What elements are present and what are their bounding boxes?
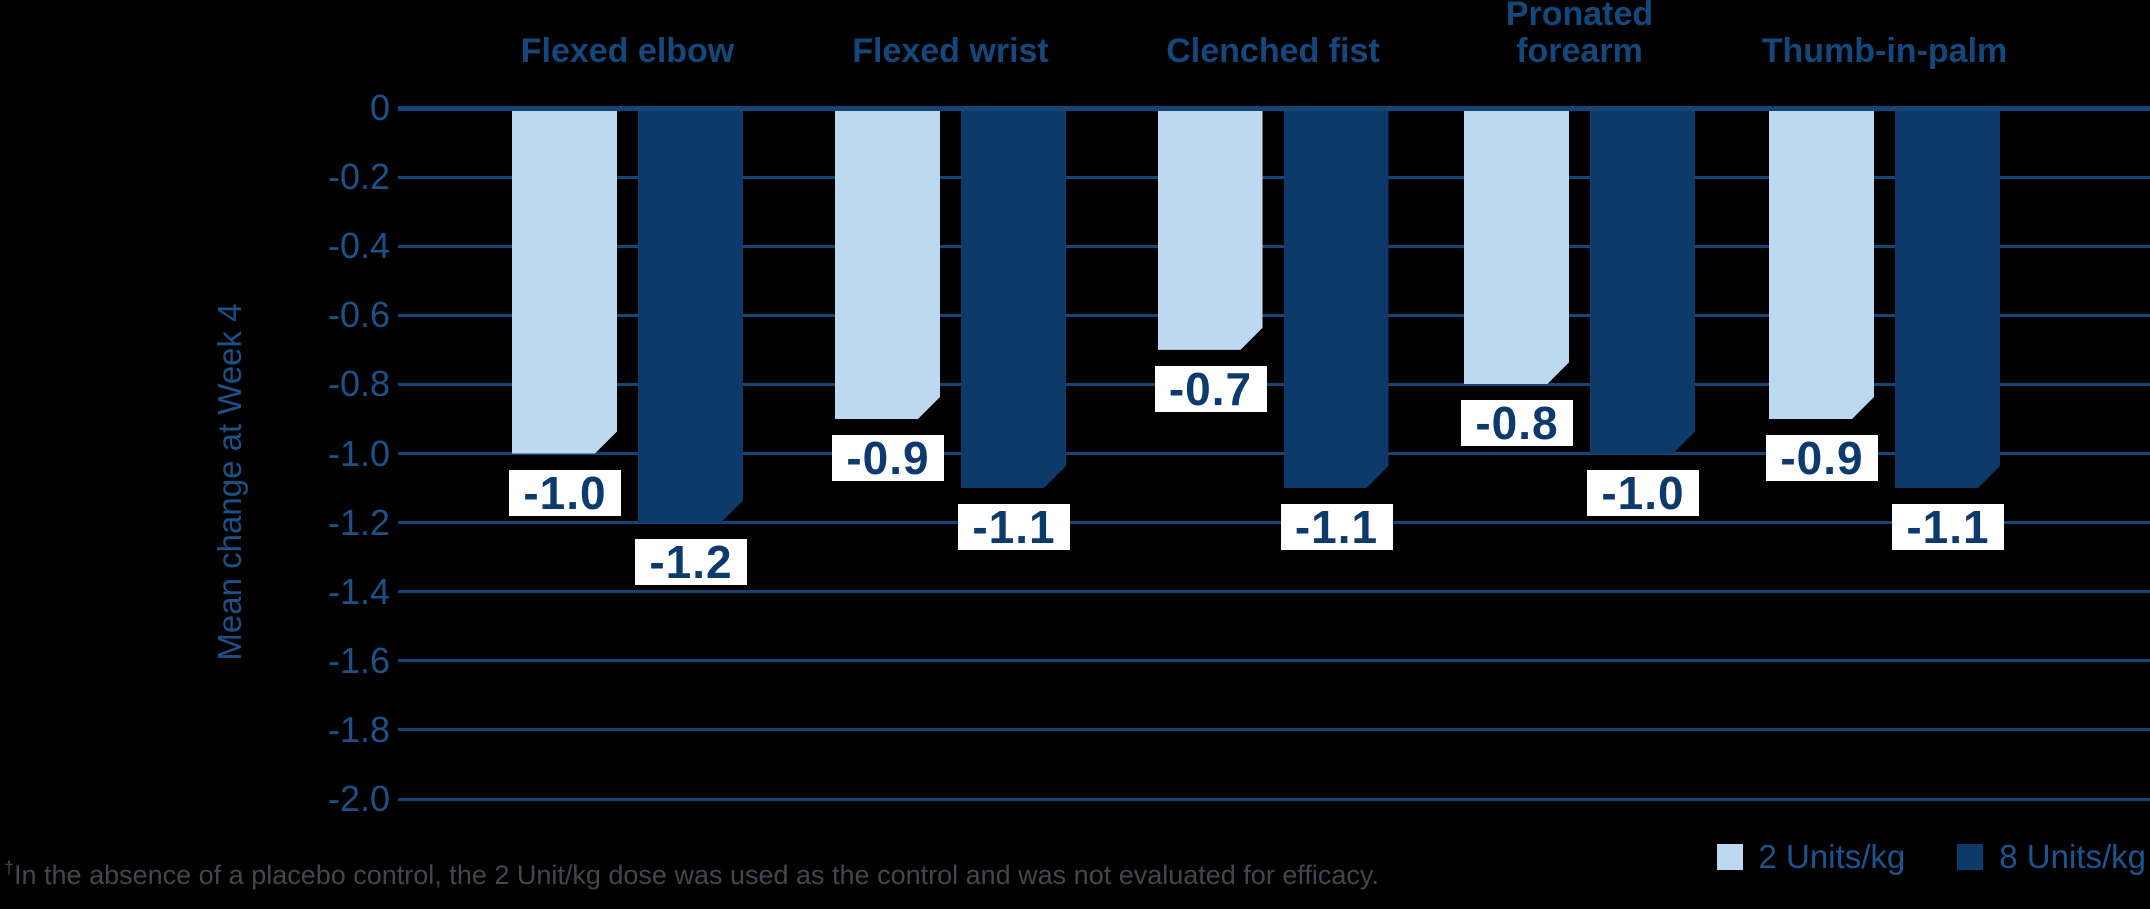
gridline: [398, 728, 2150, 732]
legend-swatch: [1957, 844, 1984, 870]
category-header: Thumb-in-palm: [1761, 32, 2008, 70]
bar-value-label: -1.0: [509, 467, 621, 519]
legend-label: 8 Units/kg: [1999, 838, 2146, 875]
y-tick-label: -0.8: [327, 363, 390, 405]
x-axis-line: [398, 105, 2150, 111]
legend-swatch: [1716, 844, 1743, 870]
gridline: [398, 659, 2150, 663]
bar-2-units-kg: [1158, 108, 1263, 350]
gridline: [398, 382, 2150, 386]
bar-2-units-kg: [512, 108, 617, 454]
y-tick-label: -1.0: [327, 432, 390, 474]
category-header: Flexed wrist: [852, 32, 1049, 70]
y-tick-label: -2.0: [327, 778, 390, 819]
bar-value-label: -0.8: [1461, 397, 1573, 449]
category-header: Pronated forearm: [1505, 0, 1654, 70]
legend-item: 2 Units/kg: [1716, 838, 1906, 876]
bar-value-label: -1.0: [1587, 467, 1699, 519]
y-tick-label: -0.2: [327, 156, 390, 198]
bar-8-units-kg: [1284, 108, 1389, 488]
bar-2-units-kg: [1464, 108, 1569, 384]
category-header: Flexed elbow: [520, 32, 735, 70]
y-tick-label: -1.8: [327, 708, 390, 750]
legend-label: 2 Units/kg: [1758, 838, 1906, 875]
gridline: [398, 452, 2150, 455]
legend: 2 Units/kg 8 Units/kg: [1716, 838, 2146, 876]
bar-2-units-kg: [1769, 108, 1874, 419]
gridline: [398, 590, 2150, 594]
footnote-text: In the absence of a placebo control, the…: [14, 860, 1379, 890]
gridline: [398, 244, 2150, 248]
gridline: [398, 797, 2150, 801]
footnote-dagger-icon: †: [4, 858, 15, 878]
y-tick-label: -1.2: [327, 501, 390, 543]
y-tick-label: -0.6: [327, 294, 390, 336]
bar-value-label: -0.7: [1154, 363, 1267, 415]
y-tick-label: 0: [369, 87, 390, 128]
bar-8-units-kg: [1895, 108, 2000, 488]
gridline: [398, 521, 2150, 525]
bar-value-label: -1.1: [958, 501, 1070, 553]
bar-value-label: -0.9: [1766, 432, 1878, 484]
bar-2-units-kg: [835, 108, 940, 419]
bar-8-units-kg: [961, 108, 1066, 488]
bar-value-label: -0.9: [832, 432, 944, 484]
bar-value-label: -1.2: [635, 536, 747, 588]
legend-item: 8 Units/kg: [1957, 838, 2146, 876]
gridline: [398, 175, 2150, 179]
y-tick-label: -0.4: [327, 225, 390, 267]
gridline: [398, 313, 2150, 317]
y-tick-label: -1.4: [327, 570, 390, 612]
footnote: †In the absence of a placebo control, th…: [4, 858, 1379, 891]
bar-8-units-kg: [638, 108, 743, 523]
bar-8-units-kg: [1590, 108, 1695, 454]
bar-value-label: -1.1: [1280, 501, 1393, 553]
y-tick-label: -1.6: [327, 639, 390, 681]
bar-value-label: -1.1: [1892, 501, 2004, 553]
category-header: Clenched fist: [1166, 32, 1380, 70]
y-axis-title: Mean change at Week 4: [211, 303, 248, 661]
